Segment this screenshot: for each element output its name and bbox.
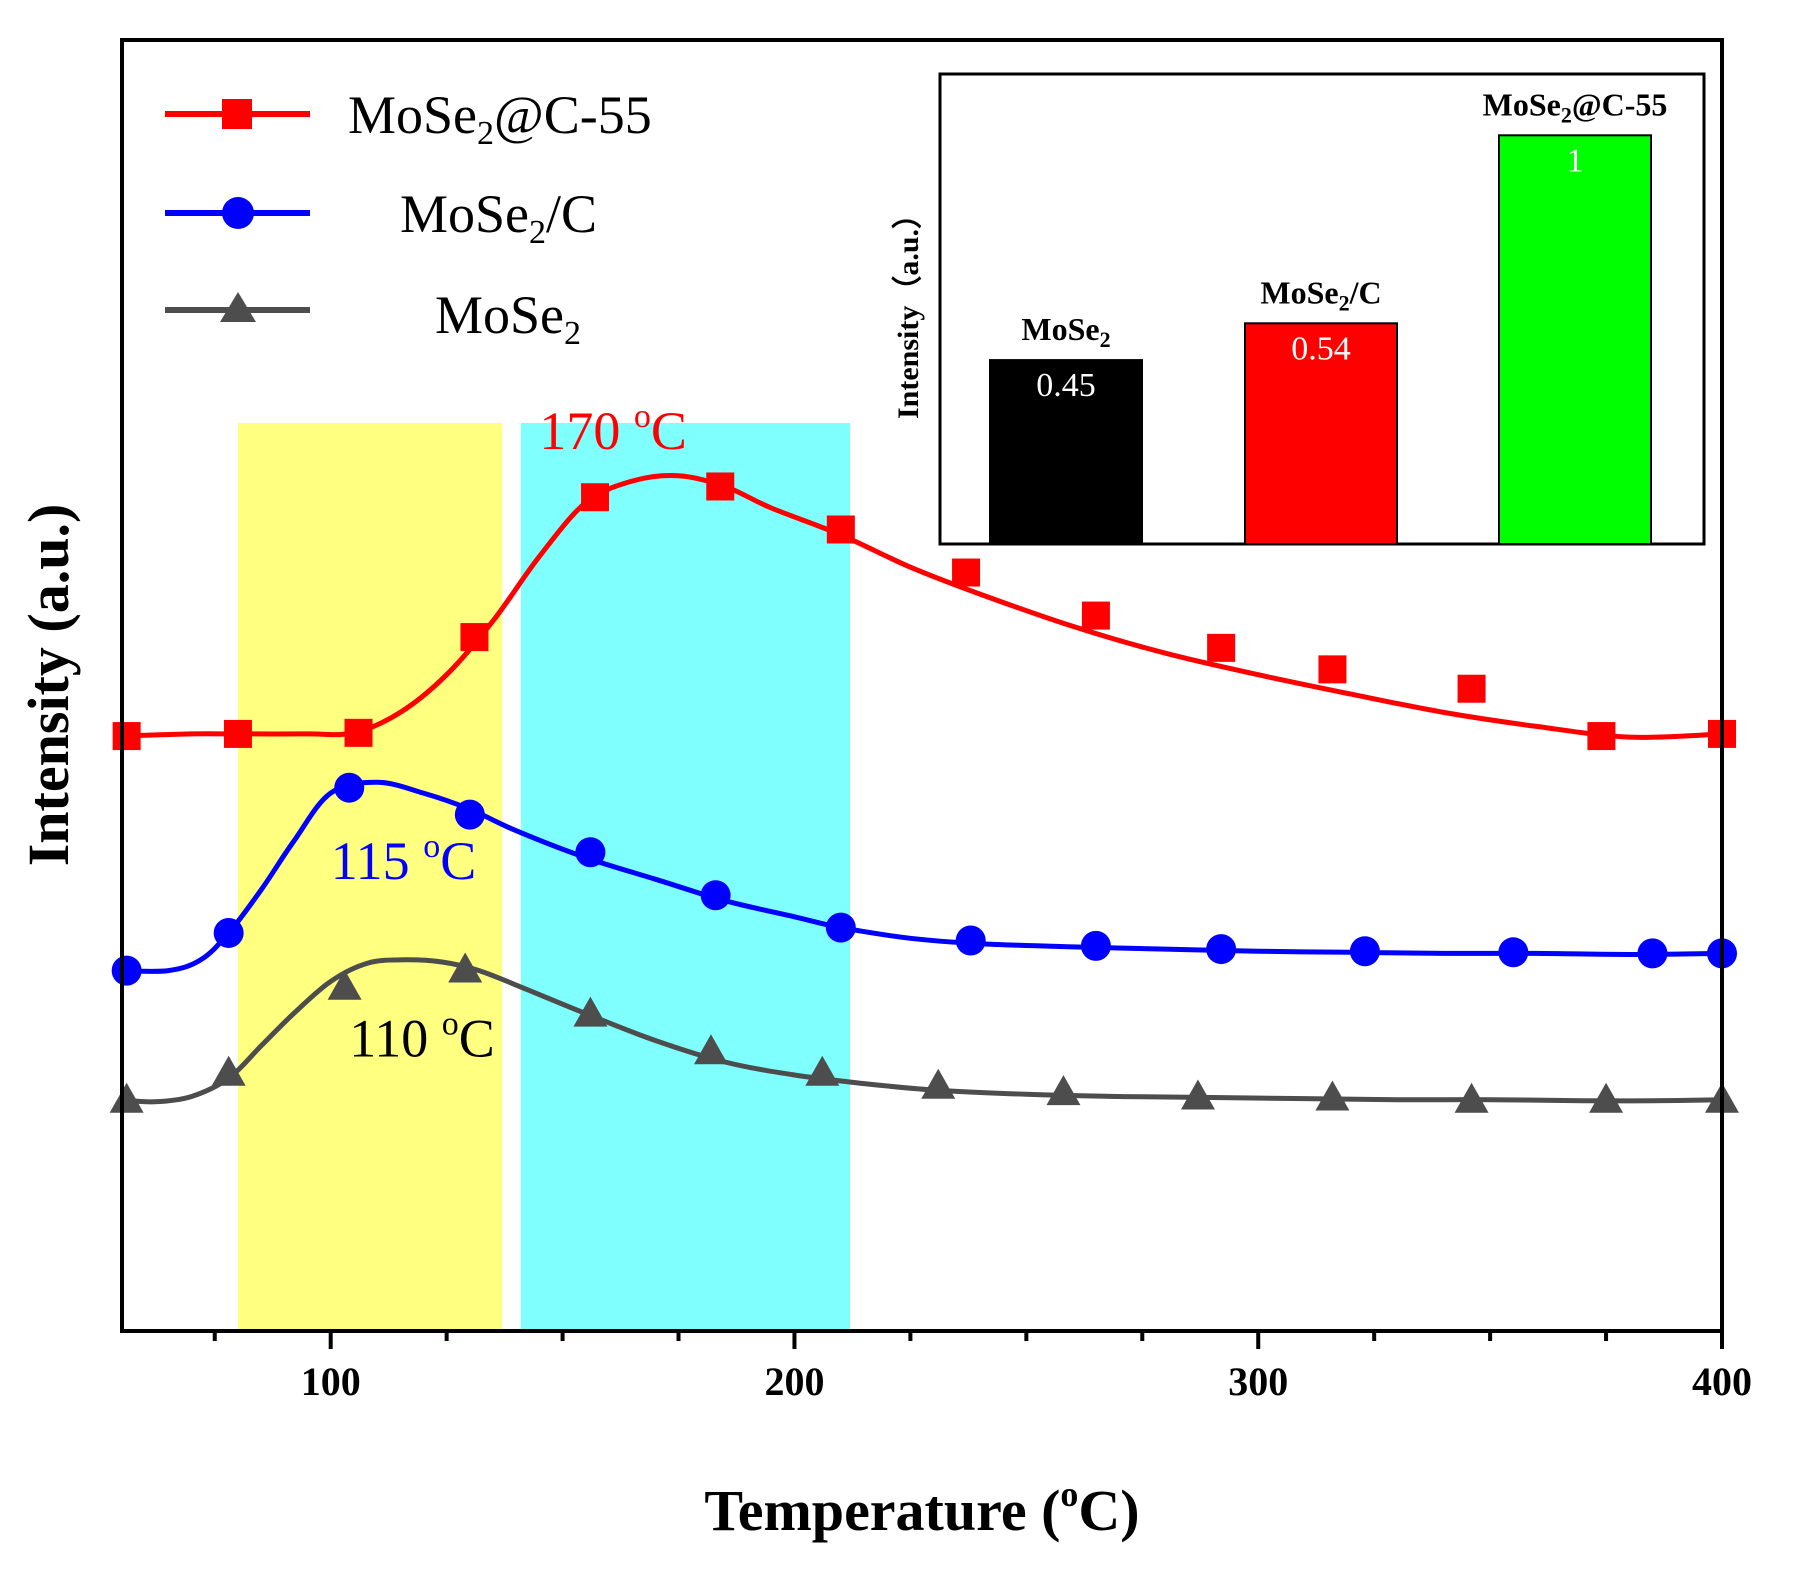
- category-subscript: 2: [1100, 327, 1111, 352]
- x-axis-title-tail: C): [1078, 1478, 1139, 1543]
- data-point-triangle: [693, 1034, 728, 1065]
- data-point-triangle: [921, 1068, 956, 1099]
- series-circle: [111, 772, 1737, 986]
- category-subscript: 2: [1561, 102, 1572, 127]
- data-point-triangle: [573, 996, 608, 1027]
- data-point-square: [1318, 655, 1347, 684]
- data-point-triangle: [448, 952, 483, 983]
- peak-annotation-1: 170 oC: [539, 398, 687, 461]
- data-point-circle: [213, 917, 244, 948]
- annotation-degree: o: [442, 1006, 459, 1043]
- inset-bar-value: 0.45: [1036, 367, 1096, 404]
- series-layer: [109, 472, 1739, 1113]
- legend-marker-circle: [222, 197, 254, 229]
- annotation-value: 110: [349, 1009, 442, 1069]
- data-point-circle: [575, 837, 606, 868]
- inset-bar-category: MoSe2: [1021, 311, 1110, 352]
- annotation-unit: C: [651, 401, 687, 461]
- annotation-value: 170: [539, 401, 634, 461]
- data-point-square: [460, 623, 489, 652]
- legend-label-mose2: MoSe2: [435, 285, 581, 352]
- x-tick-label: 300: [1228, 1359, 1288, 1404]
- x-axis-title-superscript: o: [1060, 1474, 1078, 1514]
- annotation-degree: o: [423, 828, 440, 865]
- data-point-circle: [1206, 934, 1237, 965]
- series-triangle: [109, 952, 1739, 1113]
- inset-bar-category: MoSe2/C: [1260, 274, 1381, 315]
- data-point-square: [1457, 674, 1486, 703]
- data-point-circle: [825, 912, 856, 943]
- data-point-triangle: [109, 1082, 144, 1113]
- data-point-circle: [1637, 938, 1668, 969]
- shaded-region-2: [520, 423, 851, 1331]
- data-point-triangle: [1454, 1082, 1489, 1113]
- data-point-circle: [1349, 936, 1380, 967]
- data-point-circle: [1080, 930, 1111, 961]
- data-point-circle: [334, 772, 365, 803]
- data-point-square: [1587, 722, 1616, 751]
- inset-bar-value: 1: [1567, 142, 1584, 179]
- data-point-circle: [1498, 937, 1529, 968]
- inset-bar-value: 0.54: [1291, 330, 1351, 367]
- category-main: MoSe: [1260, 274, 1338, 310]
- x-axis-title: Temperature (oC): [704, 1474, 1139, 1543]
- data-point-circle: [700, 880, 731, 911]
- legend-label-mose2-c-55: MoSe2@C-55: [348, 85, 652, 152]
- plot-frame: [120, 38, 1724, 1333]
- legend-label-mose2-c: MoSe2/C: [400, 184, 597, 251]
- data-point-square: [223, 719, 252, 748]
- annotation-value: 115: [331, 831, 424, 891]
- legend: MoSe2@C-55 MoSe2/C MoSe2: [165, 85, 652, 352]
- category-main: MoSe: [1483, 86, 1561, 122]
- series-square: [112, 472, 1736, 751]
- category-tail: @C-55: [1572, 86, 1668, 122]
- data-point-square: [581, 483, 610, 512]
- annotation-unit: C: [440, 831, 476, 891]
- data-point-circle: [111, 955, 142, 986]
- x-tick-label: 400: [1692, 1359, 1752, 1404]
- data-point-triangle: [1589, 1082, 1624, 1113]
- data-point-circle: [955, 925, 986, 956]
- annotation-unit: C: [459, 1009, 495, 1069]
- data-point-triangle: [327, 969, 362, 1000]
- inset-bar: [1498, 134, 1652, 545]
- x-tick-label: 100: [301, 1359, 361, 1404]
- data-point-square: [1081, 601, 1110, 630]
- inset-bar: [1244, 322, 1398, 545]
- data-point-triangle: [805, 1055, 840, 1086]
- data-point-triangle: [1315, 1080, 1350, 1111]
- x-tick-label: 200: [764, 1359, 824, 1404]
- inset-y-axis-title: Intensity（a.u.）: [891, 199, 925, 419]
- data-point-triangle: [1180, 1079, 1215, 1110]
- x-axis-title-main: Temperature (: [704, 1478, 1060, 1543]
- peak-annotation-3: 110 oC: [349, 1006, 495, 1069]
- legend-marker-square: [222, 99, 252, 129]
- category-tail: /C: [1349, 274, 1382, 310]
- category-subscript: 2: [1339, 290, 1350, 315]
- peak-annotation-2: 115 oC: [331, 828, 477, 891]
- data-point-square: [1207, 633, 1236, 662]
- shaded-region-1: [237, 423, 503, 1331]
- data-point-square: [952, 558, 981, 587]
- category-main: MoSe: [1021, 311, 1099, 347]
- data-point-square: [112, 722, 141, 751]
- inset-bar: [989, 359, 1143, 545]
- shaded-regions: [237, 423, 851, 1331]
- annotation-degree: o: [634, 398, 651, 435]
- y-axis-title: Intensity (a.u.): [16, 504, 81, 867]
- data-point-circle: [454, 799, 485, 830]
- data-point-square: [344, 718, 373, 747]
- data-point-square: [706, 472, 735, 501]
- inset-bar-category: MoSe2@C-55: [1483, 86, 1668, 127]
- x-axis-ticks: 100 200 300 400: [212, 1331, 1752, 1404]
- data-point-triangle: [211, 1055, 246, 1086]
- data-point-square: [826, 515, 855, 544]
- data-point-triangle: [1046, 1075, 1081, 1106]
- legend-marker-triangle: [220, 292, 256, 322]
